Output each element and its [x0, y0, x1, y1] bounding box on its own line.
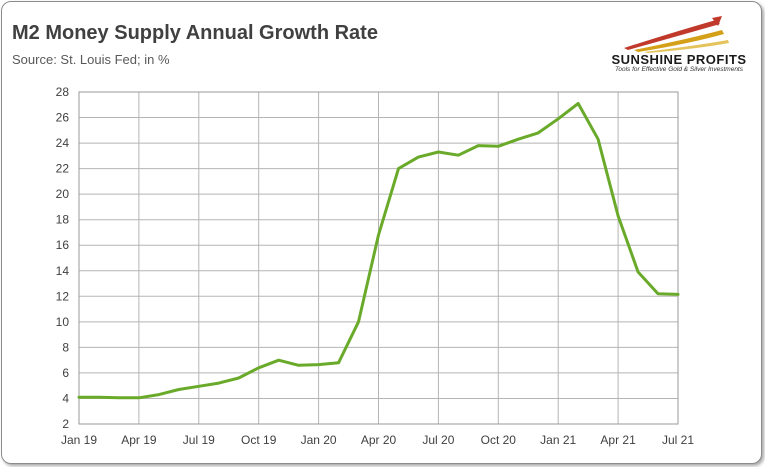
- chart-grid: [78, 91, 679, 425]
- y-tick-label: 26: [56, 111, 70, 125]
- data-point: [636, 270, 640, 274]
- data-point: [557, 117, 560, 121]
- data-point: [97, 395, 101, 399]
- y-tick-label: 14: [56, 264, 70, 278]
- x-tick-label: Jul 21: [662, 433, 694, 447]
- y-tick-label: 8: [62, 340, 69, 354]
- plot-area-border: [78, 91, 679, 425]
- y-tick-label: 22: [56, 162, 70, 176]
- logo-swoosh-icon: [624, 16, 729, 53]
- y-tick-label: 16: [56, 238, 70, 252]
- data-point: [317, 363, 320, 366]
- data-point: [117, 396, 121, 400]
- y-tick-label: 24: [56, 136, 70, 150]
- x-tick-label: Apr 21: [600, 433, 636, 447]
- x-tick-label: Jul 20: [422, 433, 454, 447]
- data-point: [137, 396, 141, 400]
- data-point: [537, 131, 540, 135]
- data-point: [237, 376, 240, 380]
- data-point: [377, 233, 380, 237]
- x-tick-label: Jan 21: [540, 433, 576, 447]
- x-tick-label: Oct 19: [241, 433, 277, 447]
- data-point: [297, 364, 300, 367]
- data-point: [417, 155, 420, 159]
- logo-tagline: Tools for Effective Gold & Silver Invest…: [614, 66, 743, 73]
- x-tick-label: Jul 19: [183, 433, 215, 447]
- y-tick-label: 12: [56, 289, 70, 303]
- data-point: [676, 293, 680, 296]
- data-point: [77, 395, 81, 399]
- x-tick-label: Jan 19: [61, 433, 97, 447]
- y-tick-label: 10: [56, 315, 70, 329]
- data-point: [257, 366, 260, 370]
- y-tick-label: 18: [56, 213, 70, 227]
- sunshine-profits-logo: SUNSHINE PROFITS Tools for Effective Gol…: [604, 14, 754, 76]
- data-point: [217, 381, 220, 385]
- y-tick-label: 2: [62, 417, 69, 431]
- data-point: [177, 388, 181, 391]
- data-point: [397, 167, 400, 170]
- data-point: [277, 358, 280, 362]
- data-point: [576, 102, 580, 105]
- y-tick-label: 28: [56, 85, 70, 99]
- data-point: [197, 385, 200, 388]
- x-tick-label: Oct 20: [481, 433, 517, 447]
- data-point: [616, 214, 620, 218]
- chart-series: [77, 102, 680, 400]
- x-tick-label: Apr 20: [361, 433, 397, 447]
- x-axis-ticks: Jan 19 Apr 19 Jul 19 Oct 19 Jan 20 Apr 20 Jul …: [61, 433, 694, 447]
- x-tick-label: Jan 20: [301, 433, 337, 447]
- data-point: [457, 154, 460, 157]
- y-tick-label: 20: [56, 187, 70, 201]
- data-point: [477, 144, 480, 147]
- chart-title: M2 Money Supply Annual Growth Rate: [12, 22, 378, 44]
- data-point: [437, 150, 440, 154]
- y-tick-label: 6: [62, 366, 69, 380]
- y-tick-label: 4: [62, 391, 69, 405]
- data-point: [596, 138, 600, 141]
- data-point: [497, 145, 500, 148]
- data-point: [357, 320, 360, 324]
- data-point: [157, 393, 161, 396]
- data-point: [337, 361, 340, 364]
- data-point: [656, 292, 660, 295]
- logo-name: SUNSHINE PROFITS: [611, 52, 747, 67]
- chart-subtitle: Source: St. Louis Fed; in %: [12, 52, 170, 67]
- data-point: [517, 138, 520, 141]
- x-tick-label: Apr 19: [121, 433, 157, 447]
